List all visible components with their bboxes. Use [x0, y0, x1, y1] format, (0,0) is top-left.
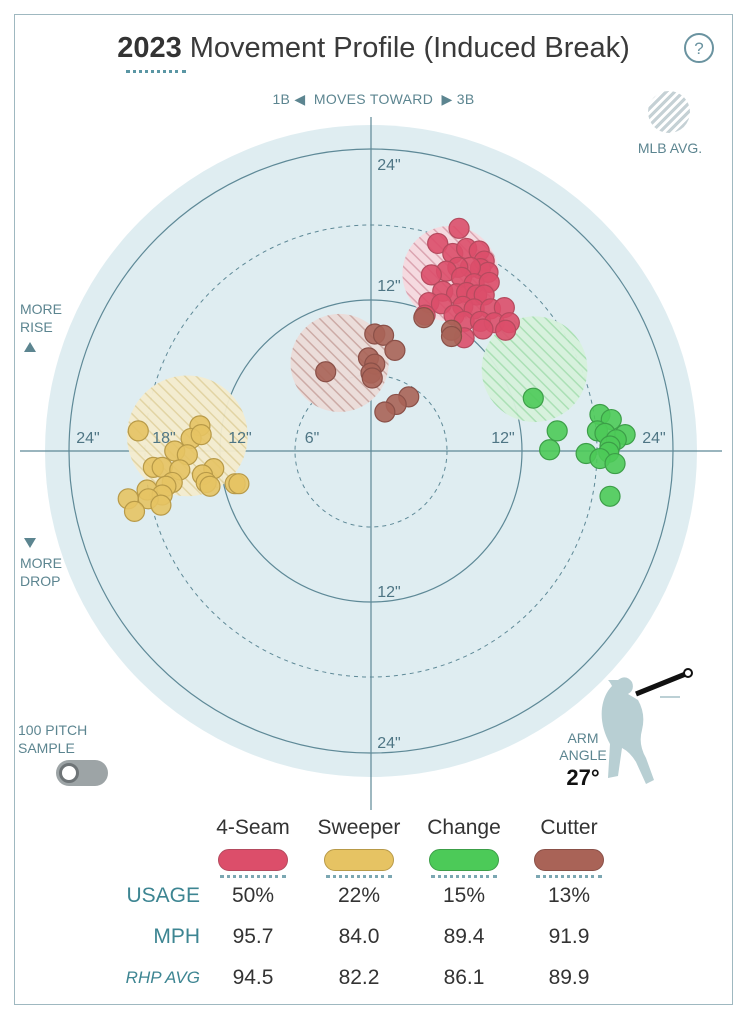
pitch-point-change[interactable] — [522, 387, 544, 409]
ring-label-bottom-24: 24" — [377, 735, 400, 752]
moves-toward-header: 1B ◀ MOVES TOWARD ▶ 3B — [0, 91, 747, 108]
arm-angle-value: 27° — [566, 765, 600, 790]
pitch-point-4-seam[interactable] — [448, 217, 470, 239]
pitch-point-cutter[interactable] — [315, 361, 337, 383]
down-triangle-icon — [24, 538, 36, 548]
legend-name-sweeper: Sweeper — [317, 816, 401, 839]
header-right-label: 3B — [456, 91, 475, 107]
pitch-point-4-seam[interactable] — [427, 232, 449, 255]
mlb-avg-hatch-icon — [648, 91, 690, 133]
pitch-point-4-seam[interactable] — [420, 264, 442, 286]
legend-toggle-sweeper[interactable] — [324, 849, 394, 871]
usage-row-label: USAGE — [126, 884, 200, 907]
pitch-sample-label: 100 PITCH SAMPLE — [18, 722, 88, 756]
up-triangle-icon — [24, 342, 36, 352]
pitch-point-cutter[interactable] — [374, 401, 396, 423]
pitch-point-cutter[interactable] — [372, 324, 395, 346]
pitch-point-cutter[interactable] — [384, 339, 406, 361]
mlb-avg-zone-change — [481, 316, 588, 423]
pitch-point-cutter[interactable] — [440, 325, 463, 348]
more-drop-label: MORE DROP — [20, 538, 62, 590]
pitch-point-sweeper[interactable] — [123, 500, 146, 522]
title-year[interactable]: 2023 — [117, 32, 182, 64]
mph-value-cutter: 91.9 — [548, 925, 590, 948]
pitcher-figure-icon — [601, 668, 693, 784]
pitch-point-sweeper[interactable] — [228, 473, 250, 495]
pitch-point-change[interactable] — [546, 420, 568, 442]
mlb-avg-label: MLB AVG. — [637, 140, 703, 156]
title-text: Movement Profile (Induced Break) — [189, 32, 630, 64]
pitch-point-change[interactable] — [539, 439, 561, 461]
pitch-point-change[interactable] — [599, 485, 621, 507]
ring-label-right-12: 12" — [491, 430, 514, 447]
usage-value-4seam: 50% — [231, 884, 275, 907]
year-dropdown-underline — [126, 70, 186, 77]
legend-toggle-cutter[interactable] — [534, 849, 604, 871]
ring-label-bottom-12: 12" — [377, 584, 400, 601]
ring-label-left-12: 12" — [228, 430, 251, 447]
legend-name-cutter: Cutter — [540, 816, 598, 839]
chart-title: 2023 Movement Profile (Induced Break) — [0, 32, 747, 65]
rhp-avg-value-4seam: 94.5 — [232, 966, 274, 989]
ring-label-top-24: 24" — [377, 157, 400, 174]
arm-angle-label: ARM ANGLE — [559, 730, 607, 763]
legend-toggle-4seam[interactable] — [218, 849, 288, 871]
mph-value-sweeper: 84.0 — [338, 925, 380, 948]
help-icon[interactable]: ? — [684, 33, 714, 63]
mph-value-change: 89.4 — [443, 925, 485, 948]
header-middle-label: MOVES TOWARD — [313, 91, 434, 107]
pitch-point-4-seam[interactable] — [495, 319, 517, 341]
pitch-point-sweeper[interactable] — [190, 424, 212, 446]
legend-underline-4seam — [220, 875, 286, 878]
legend-underline-cutter — [536, 875, 602, 878]
rhp-avg-value-sweeper: 82.2 — [338, 966, 380, 989]
usage-value-sweeper: 22% — [337, 884, 381, 907]
ring-label-left-24: 24" — [76, 430, 99, 447]
header-left-label: 1B — [272, 91, 291, 107]
pitch-point-cutter[interactable] — [413, 307, 435, 329]
card-frame — [14, 14, 733, 1005]
more-rise-label: MORE RISE — [20, 300, 62, 352]
ring-label-left-6: 6" — [305, 430, 320, 447]
ring-label-right-24: 24" — [642, 430, 665, 447]
legend-underline-change — [431, 875, 497, 878]
legend-toggle-change[interactable] — [429, 849, 499, 871]
mph-value-4seam: 95.7 — [232, 925, 274, 948]
mph-row-label: MPH — [153, 925, 200, 948]
legend-name-4seam: 4-Seam — [216, 816, 290, 839]
toggle-knob — [59, 763, 79, 783]
usage-value-cutter: 13% — [547, 884, 591, 907]
pitch-point-cutter[interactable] — [361, 367, 383, 389]
rhp-avg-row-label: RHP AVG — [125, 968, 200, 987]
pitch-point-sweeper[interactable] — [127, 420, 149, 442]
ring-label-left-18: 18" — [152, 430, 175, 447]
pitch-point-change[interactable] — [604, 452, 626, 475]
usage-value-change: 15% — [442, 884, 486, 907]
right-triangle-icon: ▶ — [441, 91, 453, 107]
mlb-avg-zone-cutter — [290, 313, 389, 413]
legend-name-change: Change — [427, 816, 501, 839]
legend-underline-sweeper — [326, 875, 392, 878]
ring-label-top-12: 12" — [377, 278, 400, 295]
pitch-point-sweeper[interactable] — [199, 475, 221, 497]
left-triangle-icon: ◀ — [294, 91, 306, 107]
rhp-avg-value-change: 86.1 — [443, 966, 485, 989]
pitch-point-sweeper[interactable] — [150, 494, 172, 516]
pitch-point-4-seam[interactable] — [472, 318, 494, 340]
pitch-sample-toggle[interactable] — [56, 760, 108, 786]
rhp-avg-value-cutter: 89.9 — [548, 966, 590, 989]
